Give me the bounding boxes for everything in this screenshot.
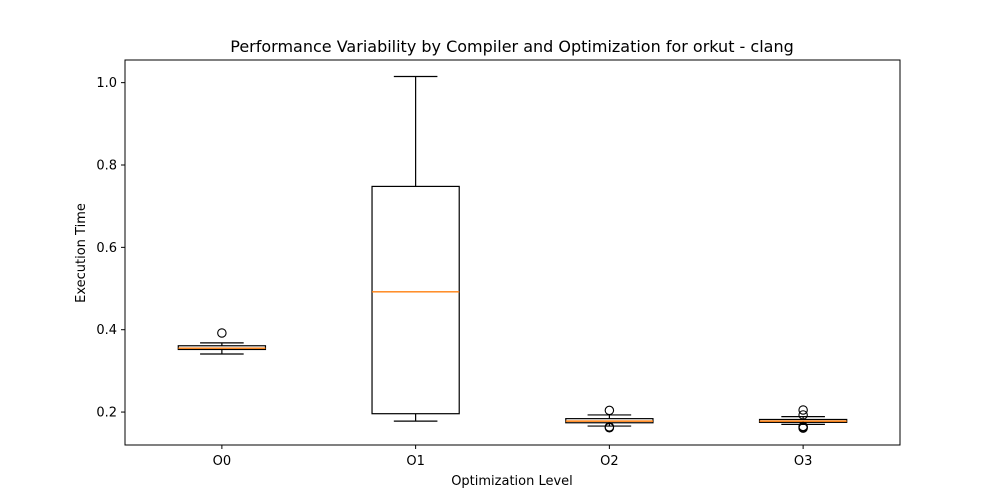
outlier-point bbox=[798, 405, 808, 415]
plot-frame bbox=[124, 59, 901, 446]
outlier-point bbox=[798, 421, 808, 432]
axes: 0.2 0.4 0.6 0.8 1.0 O0 O1 O2 O3 bbox=[96, 76, 812, 469]
outlier-point bbox=[798, 410, 808, 420]
box-iqr bbox=[371, 185, 460, 415]
x-tick-label: O0 bbox=[213, 454, 232, 469]
y-tick-label: 0.6 bbox=[96, 241, 117, 256]
y-tick-label: 1.0 bbox=[96, 76, 117, 91]
plot-area bbox=[177, 75, 848, 433]
outlier-point bbox=[604, 405, 615, 416]
box-group-o2 bbox=[565, 405, 654, 433]
x-axis-label: Optimization Level bbox=[451, 474, 573, 489]
chart-title: Performance Variability by Compiler and … bbox=[230, 37, 794, 56]
outlier-point bbox=[604, 422, 615, 432]
outlier-point bbox=[217, 328, 227, 338]
x-tick-label: O2 bbox=[600, 454, 619, 469]
x-tick-label: O3 bbox=[794, 454, 813, 469]
y-tick-label: 0.2 bbox=[96, 406, 117, 421]
y-axis-label: Execution Time bbox=[74, 203, 89, 303]
box-group-o3 bbox=[758, 405, 848, 433]
y-tick-label: 0.4 bbox=[96, 323, 117, 338]
x-tick-label: O1 bbox=[406, 454, 425, 469]
y-tick-label: 0.8 bbox=[96, 159, 117, 174]
box-group-o1 bbox=[371, 75, 460, 422]
box-group-o0 bbox=[177, 328, 267, 355]
